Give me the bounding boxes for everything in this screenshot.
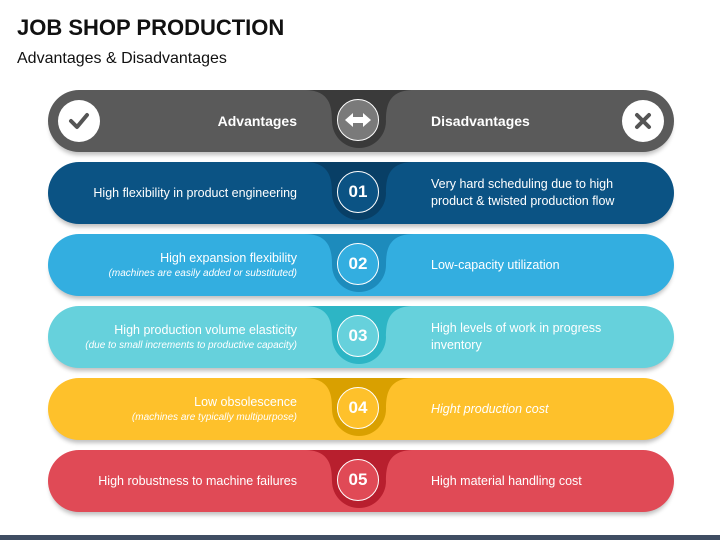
advantage-text: High expansion flexibility — [160, 250, 297, 265]
comparison-row: 02 High expansion flexibility (machines a… — [48, 234, 674, 296]
advantage: High robustness to machine failures — [37, 450, 297, 512]
disadvantage: High levels of work in progress inventor… — [431, 306, 651, 368]
comparison-row: 03 High production volume elasticity (due… — [48, 306, 674, 368]
footer-bar — [0, 535, 720, 540]
advantage-note: (machines are easily added or substitute… — [108, 267, 297, 279]
comparison-row: 05 High robustness to machine failures H… — [48, 450, 674, 512]
check-icon — [58, 100, 100, 142]
advantage-text: High flexibility in product engineering — [93, 185, 297, 200]
advantage: Low obsolescence (machines are typically … — [37, 378, 297, 440]
advantages-heading: Advantages — [217, 112, 297, 129]
disadvantages-heading: Disadvantages — [431, 112, 530, 129]
double-arrow-icon — [337, 99, 379, 141]
advantage-note: (due to small increments to productive c… — [85, 339, 297, 351]
advantage-text: High robustness to machine failures — [98, 473, 297, 488]
row-number: 02 — [337, 243, 379, 285]
advantage: High production volume elasticity (due to… — [37, 306, 297, 368]
disadvantage: Very hard scheduling due to high product… — [431, 162, 651, 224]
x-icon — [622, 100, 664, 142]
advantage: High flexibility in product engineering — [37, 162, 297, 224]
disadvantage-text: Very hard scheduling due to high product… — [431, 177, 615, 208]
row-number: 05 — [337, 459, 379, 501]
page-subtitle: Advantages & Disadvantages — [17, 50, 227, 67]
disadvantage: High material handling cost — [431, 450, 651, 512]
disadvantage-text: Low-capacity utilization — [431, 257, 560, 272]
advantage-note: (machines are typically multipurpose) — [131, 411, 297, 423]
disadvantage-text: High material handling cost — [431, 473, 582, 488]
disadvantage: Low-capacity utilization — [431, 234, 651, 296]
page-title: JOB SHOP PRODUCTION — [17, 15, 285, 40]
row-number: 03 — [337, 315, 379, 357]
comparison-row: 01 High flexibility in product engineeri… — [48, 162, 674, 224]
row-number: 04 — [337, 387, 379, 429]
advantage-text: Low obsolescence — [194, 394, 297, 409]
row-number: 01 — [337, 171, 379, 213]
advantage: High expansion flexibility (machines are … — [37, 234, 297, 296]
header-row: Advantages Disadvantages — [48, 90, 674, 152]
advantage-text: High production volume elasticity — [114, 322, 297, 337]
comparison-row: 04 Low obsolescence (machines are typical… — [48, 378, 674, 440]
disadvantage-text: Hight production cost — [431, 401, 549, 416]
disadvantage-text: High levels of work in progress inventor… — [431, 321, 602, 352]
disadvantage: Hight production cost — [431, 378, 651, 440]
